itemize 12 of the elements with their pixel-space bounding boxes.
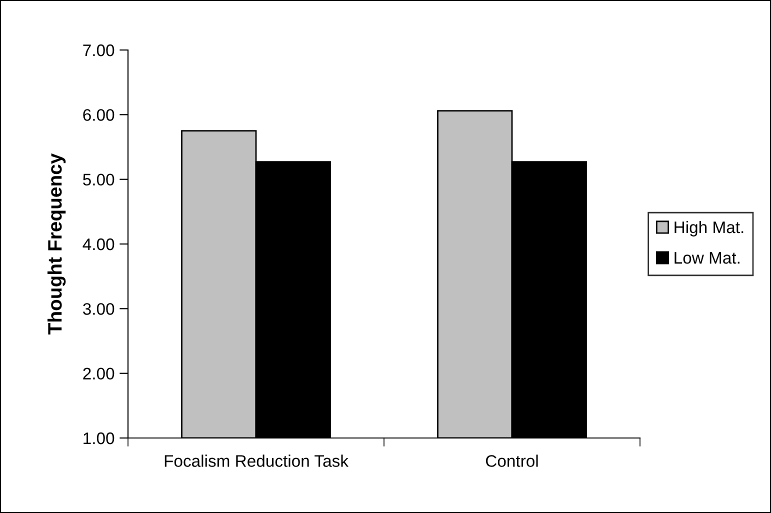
legend-label: Low Mat. <box>674 252 740 264</box>
y-tick-label: 3.00 <box>83 303 114 315</box>
y-tick-label: 7.00 <box>83 44 114 56</box>
legend-label: High Mat. <box>674 220 744 236</box>
y-tick-label: 1.00 <box>84 432 114 444</box>
y-tick-label: 4.00 <box>82 238 114 250</box>
y-tick-label: 2.00 <box>83 368 114 380</box>
y-tick-label: 6.00 <box>83 109 114 121</box>
y-axis-title: Thought Frequency <box>47 153 66 335</box>
x-tick-label: Focalism Reduction Task <box>164 454 349 467</box>
x-tick-label: Control <box>486 454 538 467</box>
y-tick-label: 5.00 <box>83 174 114 186</box>
